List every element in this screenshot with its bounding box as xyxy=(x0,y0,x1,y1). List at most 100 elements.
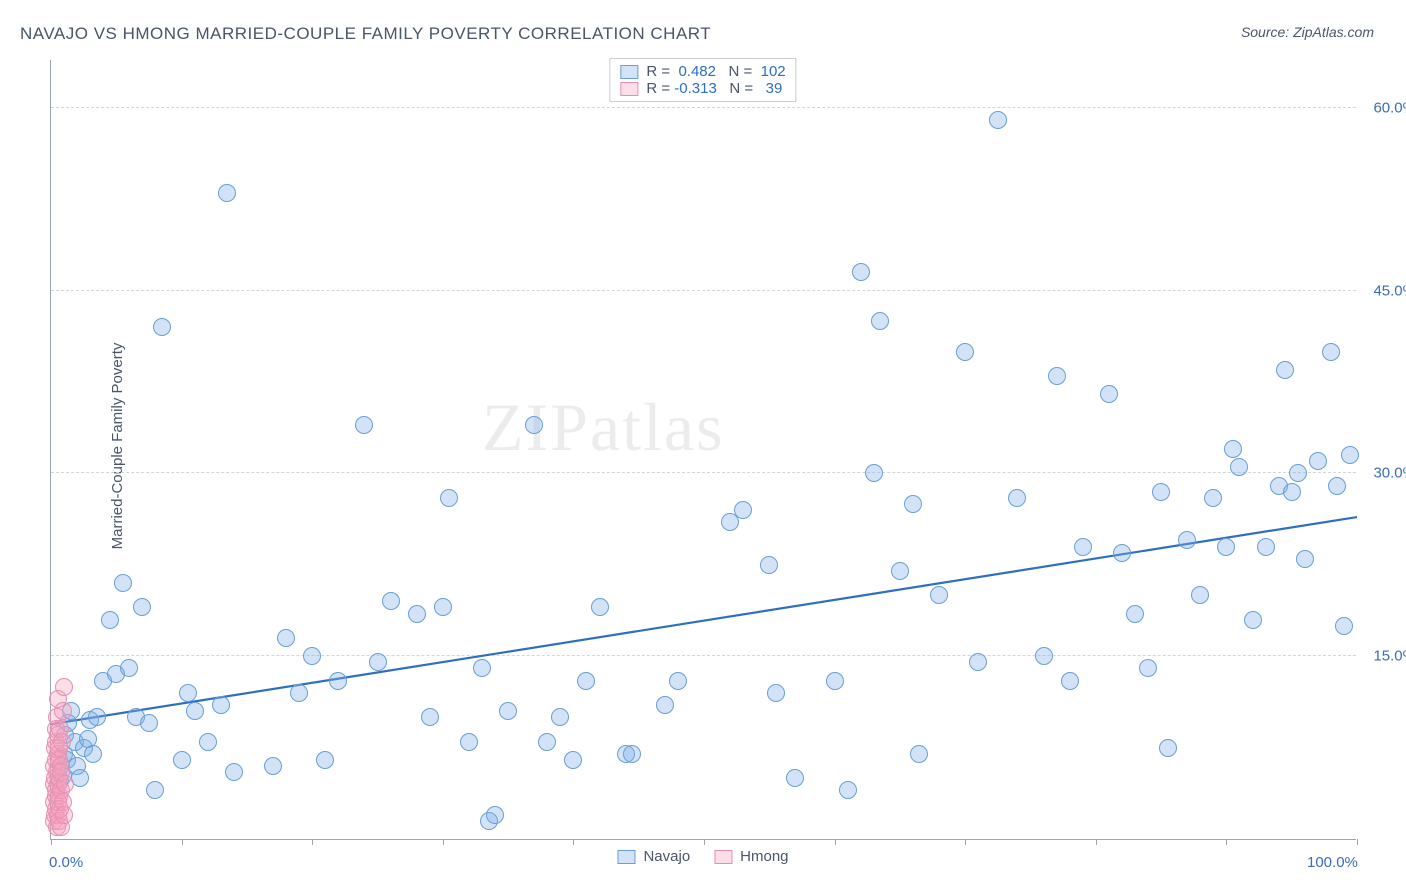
data-point xyxy=(421,708,439,726)
data-point xyxy=(290,684,308,702)
x-tick xyxy=(1226,839,1227,845)
data-point xyxy=(1100,385,1118,403)
data-point xyxy=(55,678,73,696)
x-tick xyxy=(573,839,574,845)
x-tick-label: 0.0% xyxy=(49,854,83,871)
data-point xyxy=(1335,617,1353,635)
legend-item: Navajo xyxy=(617,848,690,865)
source-name: ZipAtlas.com xyxy=(1293,24,1374,40)
trend-line xyxy=(51,60,1357,840)
data-point xyxy=(84,745,102,763)
data-point xyxy=(852,263,870,281)
data-point xyxy=(56,775,74,793)
data-point xyxy=(316,751,334,769)
x-tick xyxy=(1357,839,1358,845)
data-point xyxy=(623,745,641,763)
legend-stats-text: R = 0.482 N = 102 xyxy=(646,63,785,80)
data-point xyxy=(910,745,928,763)
data-point xyxy=(382,592,400,610)
x-tick xyxy=(182,839,183,845)
data-point xyxy=(564,751,582,769)
data-point xyxy=(218,184,236,202)
data-point xyxy=(577,672,595,690)
data-point xyxy=(408,605,426,623)
data-point xyxy=(525,416,543,434)
data-point xyxy=(538,733,556,751)
gridline xyxy=(51,655,1356,656)
data-point xyxy=(1035,647,1053,665)
data-point xyxy=(656,696,674,714)
data-point xyxy=(969,653,987,671)
legend-series: Navajo Hmong xyxy=(617,848,788,865)
data-point xyxy=(499,702,517,720)
gridline xyxy=(51,107,1356,108)
x-tick xyxy=(51,839,52,845)
y-tick-label: 15.0% xyxy=(1373,648,1406,665)
data-point xyxy=(199,733,217,751)
data-point xyxy=(1139,659,1157,677)
data-point xyxy=(54,702,72,720)
legend-item: Hmong xyxy=(714,848,788,865)
data-point xyxy=(1204,489,1222,507)
data-point xyxy=(440,489,458,507)
data-point xyxy=(133,598,151,616)
data-point xyxy=(839,781,857,799)
gridline xyxy=(51,472,1356,473)
data-point xyxy=(101,611,119,629)
data-point xyxy=(212,696,230,714)
legend-stats-row: R = 0.482 N = 102 xyxy=(620,63,785,80)
data-point xyxy=(153,318,171,336)
y-tick-label: 60.0% xyxy=(1373,99,1406,116)
data-point xyxy=(1152,483,1170,501)
legend-swatch xyxy=(620,82,638,96)
data-point xyxy=(1276,361,1294,379)
data-point xyxy=(179,684,197,702)
legend-label: Hmong xyxy=(740,848,788,865)
source-label: Source: ZipAtlas.com xyxy=(1241,24,1374,40)
watermark: ZIPatlas xyxy=(482,388,725,467)
data-point xyxy=(865,464,883,482)
x-tick xyxy=(704,839,705,845)
data-point xyxy=(140,714,158,732)
data-point xyxy=(871,312,889,330)
legend-swatch xyxy=(620,65,638,79)
data-point xyxy=(760,556,778,574)
y-tick-label: 30.0% xyxy=(1373,465,1406,482)
data-point xyxy=(277,629,295,647)
data-point xyxy=(1113,544,1131,562)
data-point xyxy=(355,416,373,434)
data-point xyxy=(1309,452,1327,470)
data-point xyxy=(434,598,452,616)
y-tick-label: 45.0% xyxy=(1373,282,1406,299)
data-point xyxy=(1328,477,1346,495)
chart-title: NAVAJO VS HMONG MARRIED-COUPLE FAMILY PO… xyxy=(20,24,711,44)
data-point xyxy=(473,659,491,677)
x-tick-label: 100.0% xyxy=(1307,854,1358,871)
data-point xyxy=(1048,367,1066,385)
data-point xyxy=(1008,489,1026,507)
data-point xyxy=(786,769,804,787)
data-point xyxy=(1074,538,1092,556)
data-point xyxy=(1178,531,1196,549)
legend-swatch xyxy=(714,850,732,864)
legend-stats: R = 0.482 N = 102R = -0.313 N = 39 xyxy=(609,58,796,102)
data-point xyxy=(1217,538,1235,556)
data-point xyxy=(669,672,687,690)
legend-swatch xyxy=(617,850,635,864)
data-point xyxy=(114,574,132,592)
data-point xyxy=(891,562,909,580)
data-point xyxy=(1061,672,1079,690)
data-point xyxy=(186,702,204,720)
legend-stats-row: R = -0.313 N = 39 xyxy=(620,80,785,97)
data-point xyxy=(55,806,73,824)
data-point xyxy=(1191,586,1209,604)
data-point xyxy=(225,763,243,781)
data-point xyxy=(120,659,138,677)
x-tick xyxy=(312,839,313,845)
data-point xyxy=(956,343,974,361)
data-point xyxy=(1230,458,1248,476)
data-point xyxy=(146,781,164,799)
source-prefix: Source: xyxy=(1241,24,1293,40)
data-point xyxy=(591,598,609,616)
data-point xyxy=(460,733,478,751)
